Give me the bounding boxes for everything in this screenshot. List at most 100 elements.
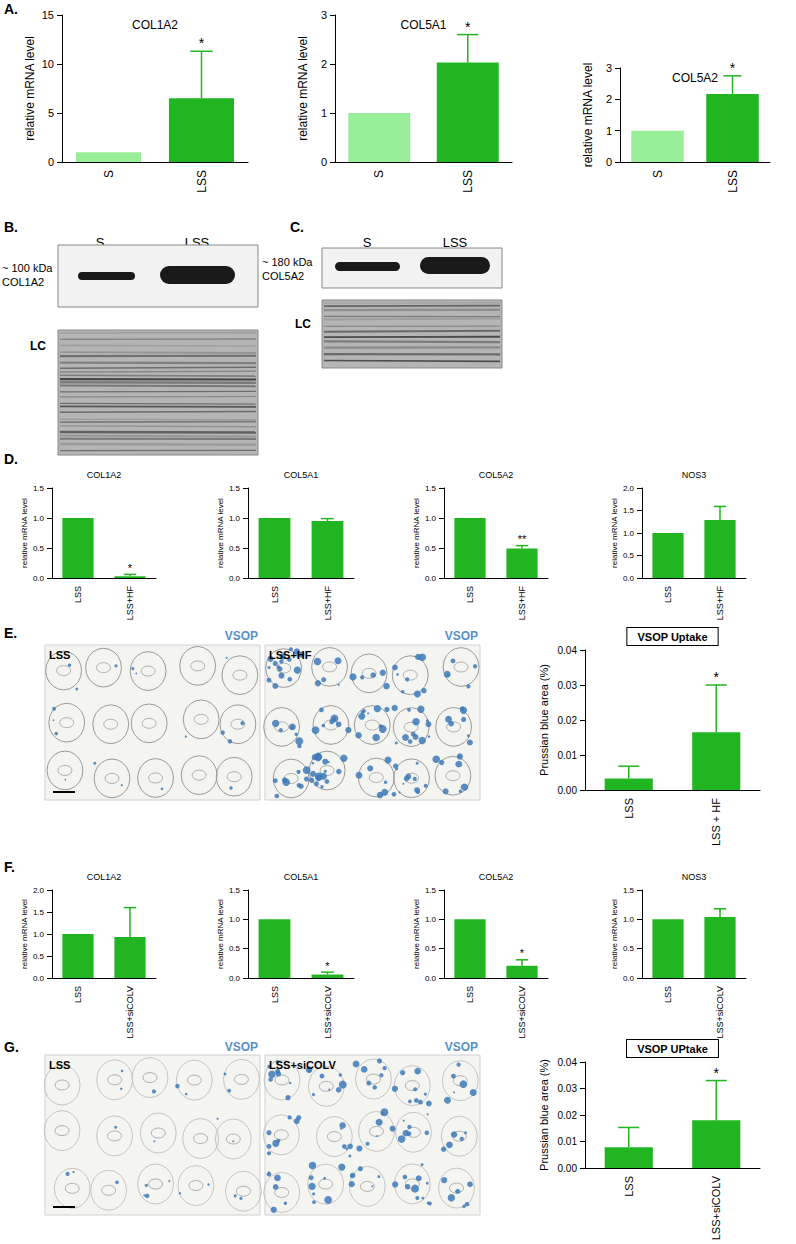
svg-text:LSS: LSS — [195, 170, 209, 193]
svg-text:1.5: 1.5 — [229, 484, 241, 493]
svg-text:LSS: LSS — [73, 986, 83, 1003]
svg-text:LSS+HF: LSS+HF — [715, 585, 725, 620]
svg-text:LSS+siCOLV: LSS+siCOLV — [517, 986, 527, 1039]
svg-text:VSOP: VSOP — [225, 629, 258, 643]
svg-text:C.: C. — [290, 219, 304, 235]
svg-text:0: 0 — [48, 156, 54, 168]
svg-text:LSS: LSS — [270, 986, 280, 1003]
svg-text:LSS+siCOLV: LSS+siCOLV — [125, 986, 135, 1039]
svg-text:relative mRNA level: relative mRNA level — [610, 899, 619, 969]
svg-text:1: 1 — [321, 107, 327, 119]
svg-text:COL5A2: COL5A2 — [672, 71, 718, 85]
svg-text:0.02: 0.02 — [558, 1110, 578, 1121]
svg-text:**: ** — [518, 533, 527, 545]
svg-text:0.02: 0.02 — [558, 715, 578, 726]
svg-text:LSS: LSS — [623, 1176, 635, 1197]
svg-text:0.0: 0.0 — [425, 974, 437, 983]
svg-text:LSS: LSS — [623, 798, 635, 819]
svg-text:3: 3 — [321, 9, 327, 21]
svg-text:S: S — [372, 170, 386, 178]
svg-text:E.: E. — [4, 625, 17, 641]
svg-text:0.01: 0.01 — [558, 1136, 578, 1147]
svg-text:Prussian blue area (%): Prussian blue area (%) — [538, 664, 550, 776]
svg-text:COL5A2: COL5A2 — [479, 470, 514, 480]
svg-text:0.00: 0.00 — [558, 1163, 578, 1174]
svg-text:relative mRNA level: relative mRNA level — [412, 899, 421, 969]
svg-text:LSS+HF: LSS+HF — [323, 585, 333, 620]
svg-text:COL1A2: COL1A2 — [87, 872, 122, 882]
svg-text:COL1A2: COL1A2 — [2, 276, 44, 288]
svg-text:0.0: 0.0 — [33, 974, 45, 983]
svg-text:LSS: LSS — [73, 586, 83, 603]
svg-text:NOS3: NOS3 — [682, 470, 707, 480]
svg-text:NOS3: NOS3 — [682, 872, 707, 882]
svg-text:*: * — [325, 960, 330, 972]
svg-text:0: 0 — [321, 156, 327, 168]
svg-text:VSOP: VSOP — [225, 1040, 258, 1054]
svg-text:0.04: 0.04 — [558, 645, 578, 656]
svg-text:2: 2 — [321, 58, 327, 70]
svg-text:relative mRNA level: relative mRNA level — [23, 36, 37, 141]
svg-text:1.0: 1.0 — [425, 915, 437, 924]
svg-text:0.0: 0.0 — [229, 574, 241, 583]
svg-text:1.5: 1.5 — [623, 886, 635, 895]
svg-text:COL5A2: COL5A2 — [262, 270, 304, 282]
svg-text:COL5A1: COL5A1 — [400, 18, 446, 32]
svg-text:COL1A2: COL1A2 — [87, 470, 122, 480]
svg-text:COL1A2: COL1A2 — [132, 18, 178, 32]
svg-text:*: * — [520, 947, 525, 959]
svg-text:LSS + HF: LSS + HF — [710, 798, 722, 846]
svg-text:COL5A1: COL5A1 — [284, 872, 319, 882]
svg-text:LSS: LSS — [465, 986, 475, 1003]
svg-text:D.: D. — [4, 451, 18, 467]
svg-text:LSS: LSS — [663, 986, 673, 1003]
svg-text:*: * — [128, 562, 133, 574]
svg-text:~ 100 kDa: ~ 100 kDa — [2, 262, 53, 274]
svg-text:VSOP UPtake: VSOP UPtake — [637, 1043, 708, 1055]
svg-text:Prussian blue area (%): Prussian blue area (%) — [538, 1059, 550, 1171]
svg-text:LSS: LSS — [270, 586, 280, 603]
svg-text:LSS+HF: LSS+HF — [517, 585, 527, 620]
svg-text:0: 0 — [606, 156, 612, 168]
svg-text:1.5: 1.5 — [425, 484, 437, 493]
svg-text:relative mRNA level: relative mRNA level — [216, 899, 225, 969]
svg-text:1.5: 1.5 — [33, 484, 45, 493]
svg-text:2: 2 — [606, 93, 612, 105]
svg-text:15: 15 — [42, 9, 54, 21]
svg-text:0.0: 0.0 — [425, 574, 437, 583]
svg-text:*: * — [465, 19, 471, 35]
svg-text:1.5: 1.5 — [33, 908, 45, 917]
svg-text:relative mRNA level: relative mRNA level — [216, 498, 225, 568]
svg-text:1.0: 1.0 — [229, 915, 241, 924]
svg-text:0.5: 0.5 — [33, 952, 45, 961]
svg-text:LC: LC — [30, 339, 46, 353]
svg-text:~ 180 kDa: ~ 180 kDa — [262, 256, 313, 268]
svg-text:relative mRNA level: relative mRNA level — [20, 498, 29, 568]
svg-text:1.5: 1.5 — [623, 506, 635, 515]
svg-text:*: * — [730, 60, 736, 76]
svg-text:0.5: 0.5 — [33, 544, 45, 553]
svg-text:0.0: 0.0 — [623, 974, 635, 983]
svg-text:relative mRNA level: relative mRNA level — [610, 498, 619, 568]
svg-text:VSOP: VSOP — [445, 629, 478, 643]
svg-text:1.0: 1.0 — [33, 930, 45, 939]
svg-text:1.0: 1.0 — [229, 514, 241, 523]
svg-text:LSS: LSS — [465, 586, 475, 603]
svg-text:0.5: 0.5 — [425, 944, 437, 953]
svg-text:0.5: 0.5 — [229, 544, 241, 553]
svg-text:LSS+siCOLV: LSS+siCOLV — [269, 1059, 336, 1071]
svg-text:0.04: 0.04 — [558, 1057, 578, 1068]
svg-text:1.0: 1.0 — [425, 514, 437, 523]
svg-text:0.03: 0.03 — [558, 1083, 578, 1094]
svg-text:LSS: LSS — [49, 649, 70, 661]
svg-text:A.: A. — [4, 1, 18, 17]
svg-text:0.0: 0.0 — [229, 974, 241, 983]
svg-text:LSS+HF: LSS+HF — [125, 585, 135, 620]
svg-text:0.0: 0.0 — [623, 574, 635, 583]
svg-text:LSS+siCOLV: LSS+siCOLV — [323, 986, 333, 1039]
svg-text:COL5A1: COL5A1 — [284, 470, 319, 480]
svg-text:COL5A2: COL5A2 — [479, 872, 514, 882]
svg-text:relative mRNA level: relative mRNA level — [581, 63, 595, 168]
svg-text:relative mRNA level: relative mRNA level — [412, 498, 421, 568]
svg-text:0.5: 0.5 — [623, 551, 635, 560]
